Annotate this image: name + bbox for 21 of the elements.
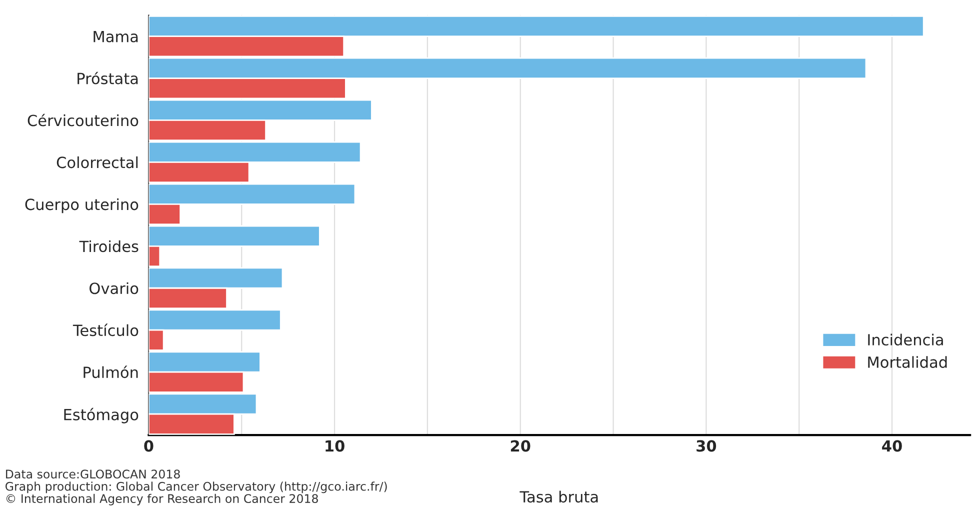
y-tick-label: Colorrectal [56,156,138,168]
y-tick-label: Testículo [72,324,138,336]
y-tick-label: Próstata [78,72,138,84]
text: Graph production: Global Cancer Observatory (http://gco.iarc.fr/) [6,482,387,494]
y-tick-label: Estómago [64,408,138,424]
y-tick-label: Cuerpo uterino [25,198,138,214]
x-tick-label: 30 [696,440,716,452]
x-tick-label: 0 [144,440,154,452]
legend-label: Incidencia [868,334,943,346]
x-tick-label: 20 [510,440,530,452]
y-tick-label: Cérvicouterino [28,114,138,126]
y-tick-label: Mama [94,30,138,42]
x-tick-label: 10 [326,440,344,452]
text: © International Agency for Research on Cancer 2018 [6,494,318,506]
y-tick-label: Tiroides [79,240,138,252]
x-tick-label: 40 [882,440,902,452]
y-tick-label: Ovario [90,282,138,294]
x-axis-title: Tasa bruta [520,490,598,503]
legend-label: Mortalidad [868,356,947,368]
y-tick-label: Pulmón [84,366,138,378]
source-note: Data source:GLOBOCAN 2018 [6,470,180,479]
